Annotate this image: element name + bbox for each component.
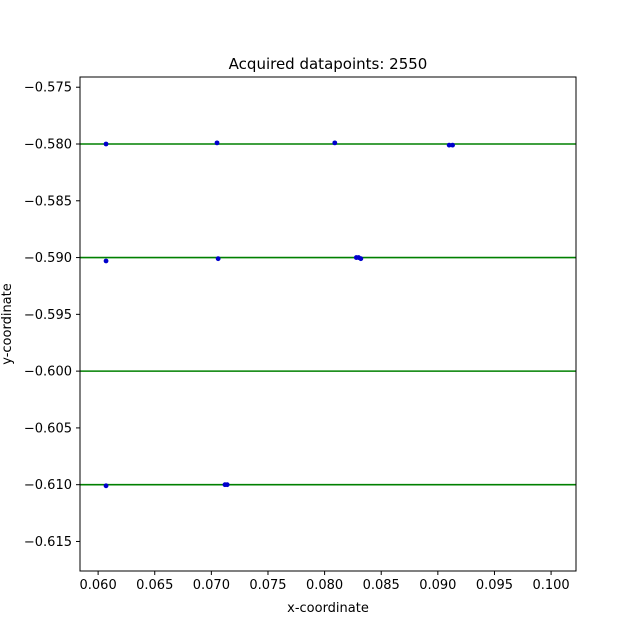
- x-axis: 0.060 0.065 0.070 0.075 0.080 0.085 0.090 0.095…: [80, 571, 570, 593]
- x-tick-label: 0.070: [193, 578, 230, 593]
- y-tick-label: −0.595: [24, 308, 72, 323]
- x-tick-label: 0.085: [363, 578, 400, 593]
- x-tick-label: 0.080: [306, 578, 343, 593]
- data-point: [450, 142, 455, 148]
- data-point: [332, 140, 338, 146]
- data-point: [214, 140, 220, 146]
- data-point: [103, 483, 109, 489]
- reference-lines: [80, 143, 576, 486]
- y-tick-label: −0.610: [24, 478, 72, 493]
- data-point: [103, 141, 109, 147]
- x-tick-label: 0.060: [80, 578, 117, 593]
- y-tick-label: −0.575: [24, 81, 72, 96]
- x-tick-label: 0.100: [532, 578, 569, 593]
- data-point: [103, 258, 109, 264]
- data-point: [446, 142, 452, 148]
- x-tick-label: 0.075: [249, 578, 286, 593]
- data-point: [215, 256, 221, 262]
- x-tick-label: 0.065: [136, 578, 173, 593]
- chart-title: Acquired datapoints: 2550: [229, 55, 428, 73]
- data-point: [224, 482, 230, 488]
- x-tick-label: 0.095: [476, 578, 513, 593]
- x-tick-label: 0.090: [419, 578, 456, 593]
- y-tick-label: −0.600: [24, 365, 72, 380]
- y-tick-label: −0.580: [24, 138, 72, 153]
- y-tick-label: −0.585: [24, 194, 72, 209]
- plot-frame: [79, 76, 577, 572]
- data-point: [358, 256, 364, 262]
- y-axis-label: y-coordinate: [0, 283, 15, 365]
- y-axis: −0.575 −0.580 −0.585 −0.590 −0.595 −0.600 −0.6…: [24, 81, 80, 550]
- y-tick-label: −0.615: [24, 535, 72, 550]
- y-tick-label: −0.590: [24, 251, 72, 266]
- data-points: [103, 140, 455, 489]
- x-axis-label: x-coordinate: [287, 601, 369, 616]
- y-tick-label: −0.605: [24, 421, 72, 436]
